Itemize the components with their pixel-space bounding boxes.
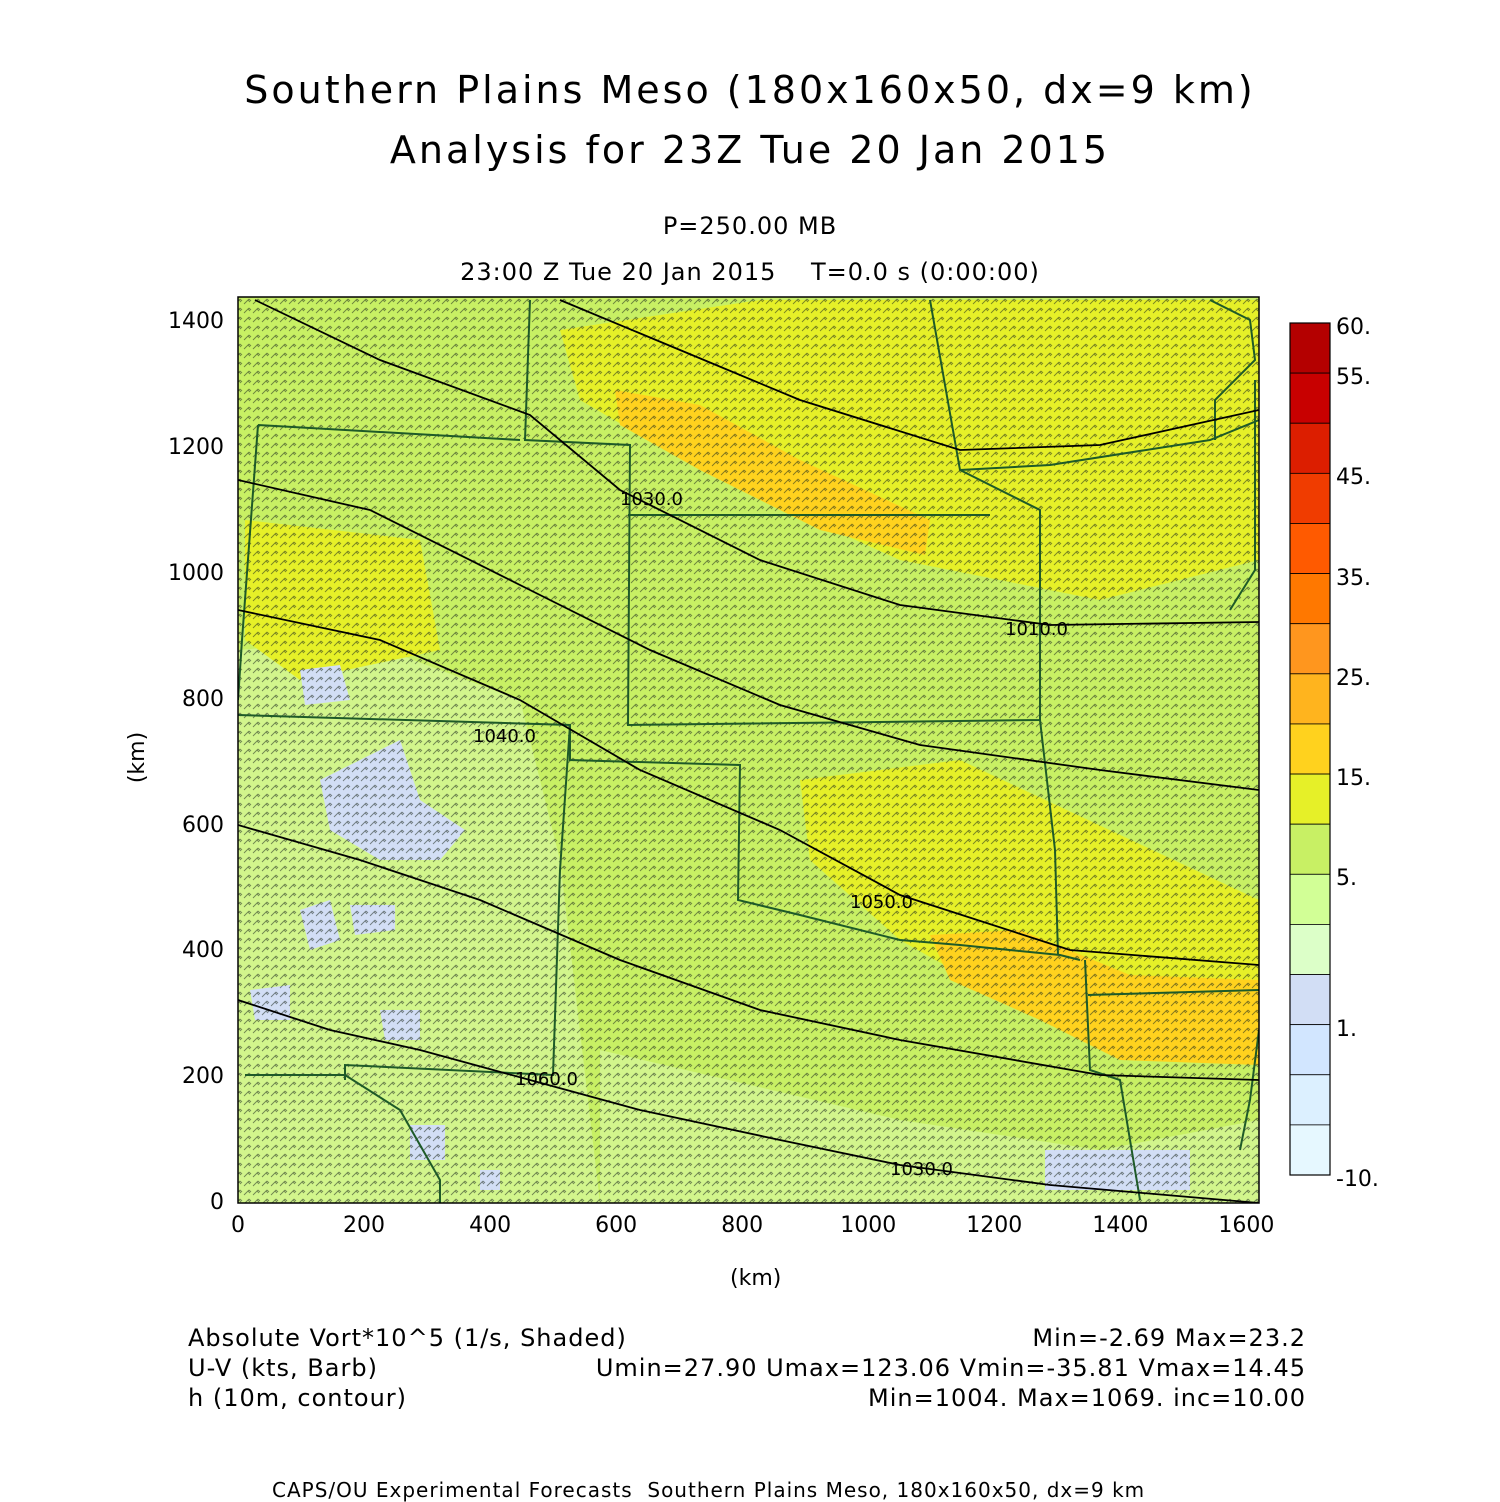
colorbar-segment	[1289, 623, 1331, 675]
colorbar-segment	[1289, 1024, 1331, 1076]
x-tick-label: 0	[231, 1213, 245, 1238]
legend-field1-stats: Min=-2.69 Max=23.2	[1032, 1324, 1306, 1352]
y-tick-label: 1400	[168, 309, 224, 335]
colorbar-label: 25.	[1336, 665, 1371, 691]
colorbar-segment	[1289, 422, 1331, 474]
colorbar-label: 35.	[1336, 565, 1371, 591]
x-tick-label: 1400	[1092, 1213, 1149, 1238]
y-tick-label: 200	[182, 1064, 224, 1090]
colorbar-label: 15.	[1336, 766, 1371, 792]
colorbar-segment	[1289, 322, 1331, 374]
y-tick-label: 1200	[168, 435, 224, 460]
colorbar-segment	[1289, 723, 1331, 775]
y-tick-label: 400	[182, 938, 224, 964]
colorbar-frame	[1289, 322, 1331, 1176]
colorbar-segment	[1289, 523, 1331, 574]
y-tick-label: 1000	[168, 560, 224, 586]
x-tick-label: 1200	[966, 1213, 1023, 1238]
colorbar-segment	[1289, 924, 1331, 975]
y-tick-label: 600	[182, 812, 224, 838]
y-tick-label: 0	[210, 1190, 224, 1215]
title-line-2: Analysis for 23Z Tue 20 Jan 2015	[389, 128, 1111, 172]
colorbar-segment	[1289, 372, 1331, 424]
contour-label: 1050.0	[850, 892, 913, 913]
colorbar-label: 60.	[1336, 315, 1371, 340]
height-contours	[238, 299, 1259, 1203]
colorbar-label: 55.	[1336, 365, 1371, 391]
colorbar-segment	[1289, 472, 1331, 524]
colorbar-segment	[1289, 673, 1331, 725]
colorbar	[1289, 322, 1331, 1176]
colorbar-label: -10.	[1336, 1167, 1379, 1192]
colorbar-label: 45.	[1336, 465, 1371, 491]
contour-label: 1030.0	[890, 1159, 953, 1180]
contour-label: 1040.0	[473, 726, 536, 747]
footer-credit: CAPS/OU Experimental Forecasts Southern …	[272, 1478, 1146, 1502]
state-boundaries	[238, 299, 1259, 1203]
legend-field3-stats: Min=1004. Max=1069. inc=10.00	[868, 1384, 1306, 1412]
y-axis-label: (km)	[125, 731, 151, 784]
colorbar-segment	[1289, 823, 1331, 875]
colorbar-segment	[1289, 573, 1331, 625]
colorbar-label: 5.	[1336, 866, 1357, 892]
contour-label: 1010.0	[1005, 619, 1068, 640]
x-tick-label: 400	[469, 1213, 512, 1238]
colorbar-label: 1.	[1336, 1016, 1357, 1042]
colorbar-segment	[1289, 873, 1331, 925]
colorbar-segment	[1289, 773, 1331, 825]
legend-field1-name: Absolute Vort*10^5 (1/s, Shaded)	[188, 1324, 627, 1352]
contour-label: 1060.0	[515, 1069, 578, 1090]
contour-label: 1030.0	[620, 489, 683, 510]
x-tick-label: 1000	[840, 1213, 897, 1238]
valid-time: 23:00 Z Tue 20 Jan 2015 T=0.0 s (0:00:00…	[460, 258, 1040, 286]
x-tick-label: 1600	[1218, 1213, 1275, 1238]
colorbar-segment	[1289, 974, 1331, 1026]
legend-field2-name: U-V (kts, Barb)	[188, 1354, 378, 1382]
colorbar-segment	[1289, 1124, 1331, 1176]
colorbar-segment	[1289, 1074, 1331, 1126]
y-tick-label: 800	[182, 686, 224, 712]
title-line-1: Southern Plains Meso (180x160x50, dx=9 k…	[244, 68, 1256, 112]
pressure-level: P=250.00 MB	[662, 212, 838, 240]
x-tick-label: 600	[595, 1213, 638, 1238]
x-tick-label: 800	[721, 1213, 764, 1238]
legend-field2-stats: Umin=27.90 Umax=123.06 Vmin=-35.81 Vmax=…	[595, 1354, 1306, 1382]
legend-field3-name: h (10m, contour)	[188, 1384, 408, 1412]
x-axis-label: (km)	[730, 1266, 782, 1291]
plot-frame	[237, 296, 1260, 1204]
x-tick-label: 200	[343, 1213, 386, 1238]
